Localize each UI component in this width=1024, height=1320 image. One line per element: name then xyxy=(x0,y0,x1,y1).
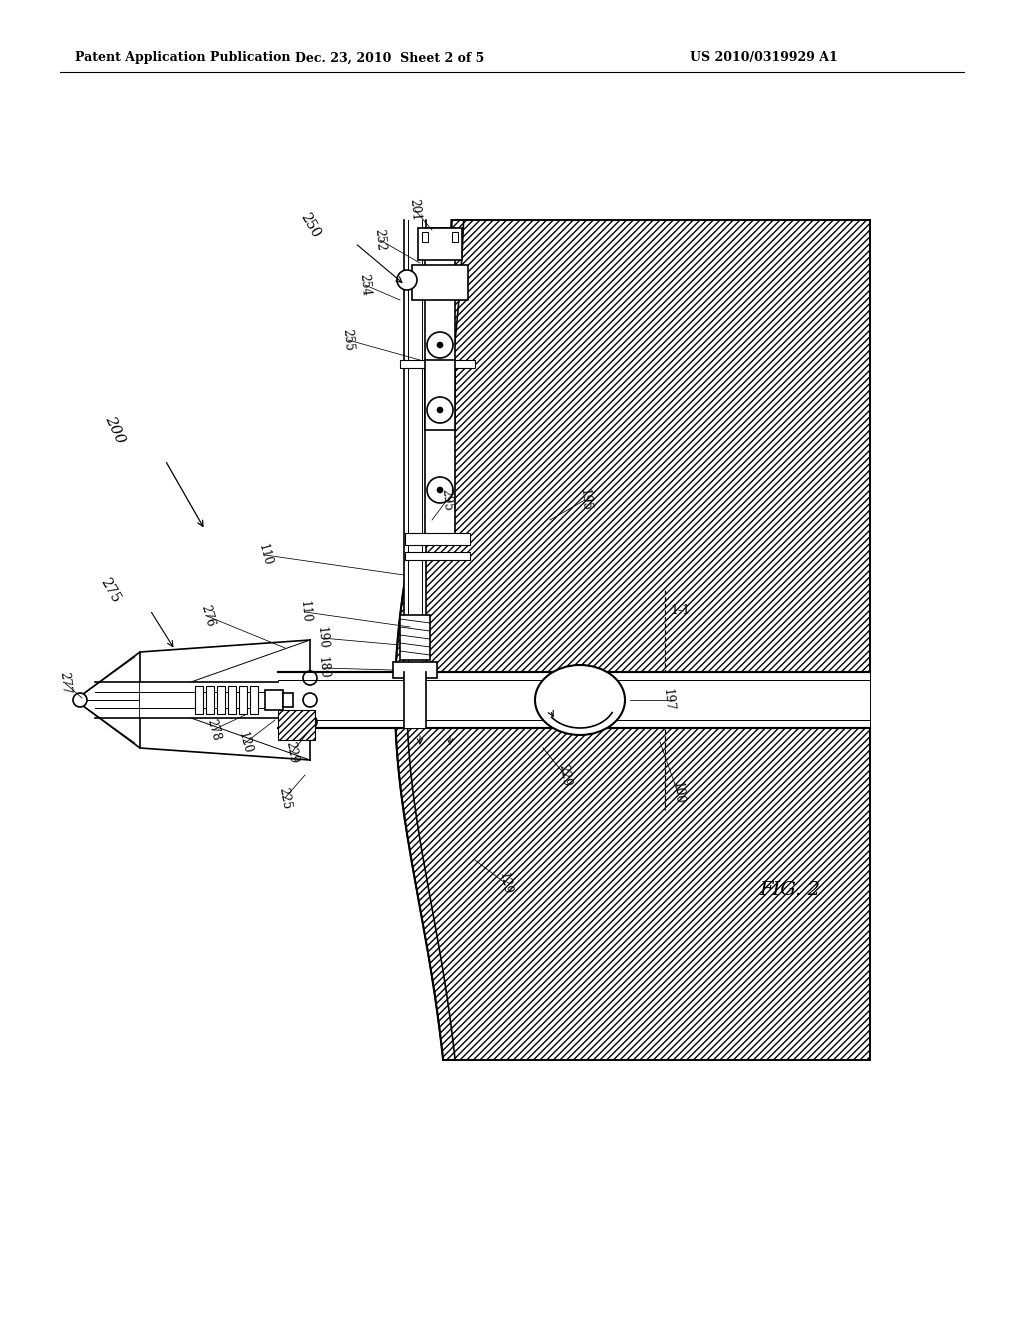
Bar xyxy=(400,615,430,660)
Circle shape xyxy=(437,342,443,348)
Bar xyxy=(250,686,258,714)
Text: 295: 295 xyxy=(439,488,455,512)
Text: Dec. 23, 2010  Sheet 2 of 5: Dec. 23, 2010 Sheet 2 of 5 xyxy=(295,51,484,65)
Bar xyxy=(228,686,236,714)
Circle shape xyxy=(427,397,453,422)
Circle shape xyxy=(437,487,443,492)
Text: 100: 100 xyxy=(671,781,685,805)
Circle shape xyxy=(73,693,87,708)
Bar xyxy=(404,220,426,672)
Polygon shape xyxy=(395,220,870,1060)
Text: 1-1: 1-1 xyxy=(670,603,690,616)
Text: 254: 254 xyxy=(357,273,373,297)
Bar xyxy=(283,693,293,708)
Text: FIG. 2: FIG. 2 xyxy=(760,880,820,899)
Bar xyxy=(407,275,412,285)
Bar xyxy=(406,552,470,560)
Bar xyxy=(425,360,455,430)
Bar xyxy=(404,672,426,729)
Text: 278: 278 xyxy=(204,718,222,742)
Text: 275: 275 xyxy=(97,576,123,605)
Text: 277: 277 xyxy=(57,672,73,694)
Bar xyxy=(412,265,468,300)
Bar xyxy=(422,232,428,242)
Text: 201: 201 xyxy=(408,198,423,222)
Circle shape xyxy=(427,477,453,503)
Bar xyxy=(278,672,870,680)
Bar xyxy=(425,228,455,540)
Bar xyxy=(195,686,203,714)
Circle shape xyxy=(427,333,453,358)
Bar xyxy=(265,690,283,710)
Polygon shape xyxy=(278,710,315,741)
Text: US 2010/0319929 A1: US 2010/0319929 A1 xyxy=(690,51,838,65)
Circle shape xyxy=(303,671,317,685)
Circle shape xyxy=(437,407,443,413)
Bar xyxy=(406,533,470,545)
Text: Patent Application Publication: Patent Application Publication xyxy=(75,51,291,65)
Text: 110: 110 xyxy=(256,543,274,568)
Bar xyxy=(452,232,458,242)
Text: 129: 129 xyxy=(497,871,513,895)
Text: 229: 229 xyxy=(557,763,573,787)
Bar xyxy=(400,360,475,368)
Polygon shape xyxy=(75,652,140,748)
Circle shape xyxy=(397,271,417,290)
Bar xyxy=(418,228,462,260)
Ellipse shape xyxy=(535,665,625,735)
Text: 200: 200 xyxy=(102,413,128,446)
Text: 180: 180 xyxy=(315,656,331,680)
Text: 276: 276 xyxy=(198,603,216,628)
Text: 110: 110 xyxy=(298,601,312,623)
Text: 225: 225 xyxy=(276,785,293,810)
Bar xyxy=(206,686,214,714)
Text: 229: 229 xyxy=(284,741,300,764)
Circle shape xyxy=(303,715,317,729)
Bar xyxy=(278,672,870,729)
Bar xyxy=(239,686,247,714)
Text: 197: 197 xyxy=(660,688,676,711)
Text: 255: 255 xyxy=(341,329,355,351)
Text: 190: 190 xyxy=(314,626,330,649)
Bar xyxy=(278,719,870,729)
Text: 250: 250 xyxy=(297,210,323,240)
Bar xyxy=(140,682,410,718)
Text: 120: 120 xyxy=(236,730,254,755)
Text: 252: 252 xyxy=(373,228,387,252)
Bar xyxy=(217,686,225,714)
Bar xyxy=(393,663,437,678)
Circle shape xyxy=(303,693,317,708)
Text: 195: 195 xyxy=(578,488,593,512)
